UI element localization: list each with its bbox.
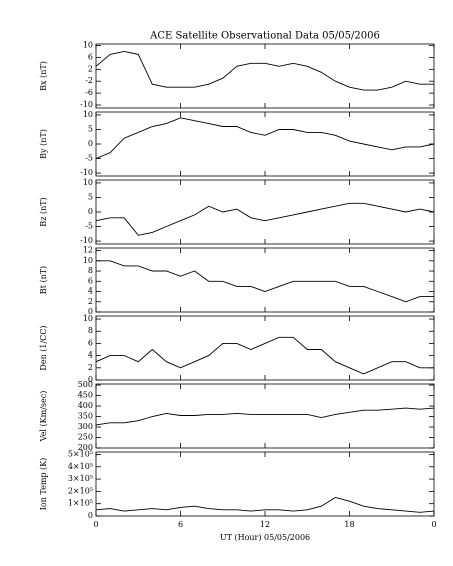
x-tick-label: 0: [431, 520, 436, 529]
y-tick-label: 500: [78, 380, 93, 389]
y-tick-label: 12: [83, 246, 93, 255]
data-line: [96, 260, 434, 303]
y-axis-label: Vel (Km/sec): [39, 391, 48, 443]
x-tick-label: 0: [93, 520, 98, 529]
y-tick-label: -5: [85, 222, 93, 231]
y-tick-label: 10: [83, 110, 93, 119]
y-tick-label: 200: [78, 443, 93, 452]
panel-frame: [95, 111, 435, 177]
y-tick-label: 0: [88, 307, 93, 316]
y-tick-label: 350: [78, 412, 93, 421]
panel-frame: [95, 247, 435, 313]
y-tick-label: 6: [88, 276, 93, 285]
y-axis-label: Ion Temp (K): [39, 458, 48, 511]
y-tick-label: 0: [88, 207, 93, 216]
y-axis-label: Bx (nT): [39, 61, 48, 91]
y-tick-label: 1×10⁵: [68, 499, 93, 508]
y-tick-label: 0: [88, 511, 93, 520]
y-tick-label: 400: [78, 401, 93, 410]
data-line: [95, 202, 435, 236]
y-tick-label: 2: [88, 64, 93, 73]
y-tick-label: 10: [83, 178, 93, 187]
panel-frame: [95, 383, 435, 449]
data-line: [95, 117, 435, 159]
data-line: [95, 407, 435, 426]
y-tick-label: -5: [85, 154, 93, 163]
panel-frame: [95, 315, 435, 381]
y-tick-label: -10: [80, 100, 93, 109]
y-tick-label: -10: [80, 168, 93, 177]
data-line: [95, 336, 434, 375]
y-tick-label: 3×10⁵: [68, 474, 93, 483]
y-tick-label: 250: [78, 433, 93, 442]
x-tick-label: 12: [260, 520, 270, 529]
y-tick-label: 5×10⁵: [68, 449, 93, 458]
y-axis-label: Bt (nT): [39, 266, 48, 294]
panel-frame: [95, 179, 435, 245]
y-tick-label: 8: [88, 326, 93, 335]
y-tick-label: 10: [83, 256, 93, 265]
y-tick-label: 2×10⁵: [68, 486, 93, 495]
y-axis-label: Den (1/CC): [39, 325, 48, 370]
y-tick-label: 5: [88, 192, 93, 201]
y-tick-label: 2: [88, 297, 93, 306]
x-tick-label: 6: [178, 520, 183, 529]
y-tick-label: 10: [83, 40, 93, 49]
y-tick-label: 6: [88, 338, 93, 347]
x-axis-label: UT (Hour) 05/05/2006: [220, 533, 310, 542]
y-tick-label: -2: [85, 76, 93, 85]
data-line: [95, 497, 435, 513]
y-axis-label: By (nT): [39, 129, 48, 159]
y-tick-label: 450: [78, 391, 93, 400]
y-tick-label: 8: [88, 266, 93, 275]
chart-title: ACE Satellite Observational Data 05/05/2…: [149, 31, 380, 42]
panel-frame: [95, 43, 435, 109]
y-tick-label: 4: [88, 287, 93, 296]
x-tick-label: 18: [344, 520, 354, 529]
y-tick-label: 300: [78, 422, 93, 431]
y-tick-label: 5: [88, 124, 93, 133]
y-tick-label: 4×10⁵: [68, 462, 93, 471]
panel-frame: [95, 451, 435, 517]
y-tick-label: 6: [88, 52, 93, 61]
y-tick-label: -6: [85, 88, 93, 97]
y-tick-label: 0: [88, 139, 93, 148]
y-tick-label: 10: [83, 314, 93, 323]
y-tick-label: 2: [88, 363, 93, 372]
data-line: [95, 50, 434, 91]
y-tick-label: 4: [88, 351, 93, 360]
y-axis-label: Bz (nT): [39, 197, 48, 226]
y-tick-label: 0: [88, 375, 93, 384]
y-tick-label: -10: [80, 236, 93, 245]
